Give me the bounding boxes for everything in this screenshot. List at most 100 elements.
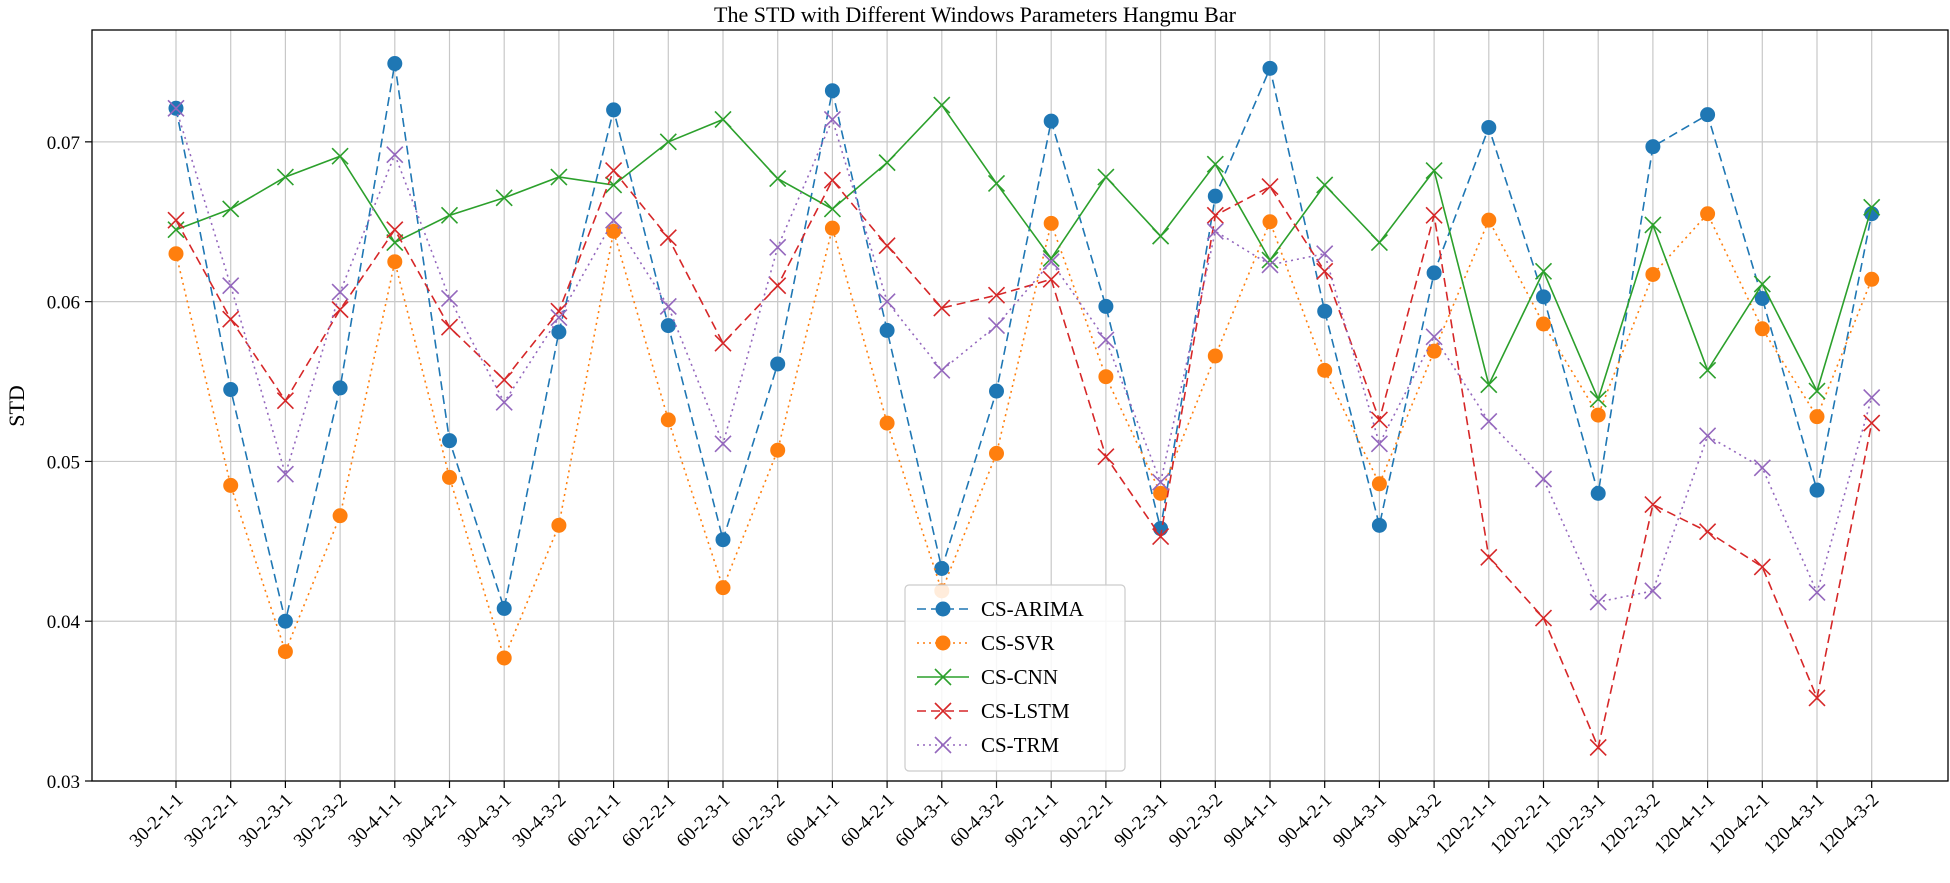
point-cs-arima: [934, 560, 950, 576]
point-cs-cnn: [1370, 233, 1388, 252]
point-cs-svr: [1262, 214, 1278, 230]
point-cs-trm-stroke: [605, 211, 623, 229]
point-cs-trm-stroke: [1370, 435, 1388, 453]
point-cs-svr: [442, 469, 457, 485]
point-cs-arima: [1426, 265, 1442, 281]
point-cs-lstm-stroke: [1644, 496, 1662, 514]
point-cs-lstm-stroke: [1316, 262, 1334, 280]
x-tick-label: 90-4-1-1: [1220, 790, 1282, 852]
point-cs-trm: [386, 146, 404, 164]
point-cs-arima: [1098, 298, 1114, 314]
point-cs-arima: [715, 532, 731, 548]
point-cs-lstm: [1316, 262, 1334, 280]
point-cs-arima: [442, 433, 457, 449]
x-tick-label: 60-4-3-2: [946, 790, 1008, 852]
x-tick-label: 90-2-2-1: [1056, 790, 1118, 852]
x-tick-label: 30-2-3-1: [235, 790, 297, 852]
point-cs-cnn-stroke: [1206, 155, 1224, 173]
x-tick-label: 30-4-3-2: [509, 790, 571, 852]
point-cs-svr: [1864, 271, 1880, 287]
x-tick-label: 60-4-3-1: [891, 790, 953, 852]
point-cs-lstm-stroke: [1097, 448, 1115, 466]
x-tick-label: 30-4-1-1: [344, 790, 406, 852]
point-cs-cnn: [331, 147, 349, 165]
point-cs-trm: [276, 465, 294, 483]
point-cs-cnn-stroke: [1699, 361, 1717, 379]
point-cs-arima: [1536, 289, 1551, 305]
point-cs-trm-stroke: [222, 277, 240, 295]
x-tick-label: 30-2-2-1: [180, 790, 242, 852]
point-cs-cnn-stroke: [1042, 249, 1060, 268]
point-cs-lstm: [659, 229, 677, 247]
point-cs-cnn: [659, 133, 677, 151]
x-tick-label: 90-2-3-2: [1165, 790, 1227, 852]
point-cs-arima: [1262, 60, 1278, 76]
point-cs-trm: [1480, 412, 1498, 431]
point-cs-cnn-stroke: [1808, 382, 1826, 400]
point-cs-trm: [878, 293, 896, 311]
y-tick-label: 0.06: [47, 293, 80, 314]
point-cs-trm: [769, 238, 787, 256]
point-cs-trm: [1152, 473, 1170, 491]
point-cs-lstm: [1644, 496, 1662, 514]
point-cs-trm: [823, 110, 841, 129]
point-cs-cnn-stroke: [1589, 390, 1607, 408]
point-cs-svr: [332, 508, 348, 524]
point-cs-lstm-stroke: [1370, 411, 1388, 429]
point-cs-lstm: [1152, 527, 1170, 546]
point-cs-trm-stroke: [933, 361, 951, 379]
point-cs-lstm: [987, 286, 1006, 304]
point-cs-cnn: [1644, 216, 1662, 234]
point-cs-cnn: [1152, 227, 1170, 245]
point-cs-svr: [496, 650, 512, 666]
series-line-cs-arima: [175, 63, 1873, 622]
point-cs-lstm: [878, 237, 896, 255]
point-cs-svr: [1536, 316, 1551, 332]
point-cs-trm-stroke: [1206, 222, 1224, 240]
point-cs-svr: [551, 517, 567, 533]
point-cs-lstm-stroke: [823, 171, 841, 189]
y-tick-label: 0.03: [47, 772, 80, 793]
x-tick-label: 30-2-1-1: [126, 790, 188, 852]
point-cs-trm-stroke: [167, 99, 185, 117]
point-cs-lstm: [769, 277, 787, 295]
point-cs-lstm-stroke: [222, 310, 240, 328]
point-cs-cnn: [714, 110, 732, 129]
point-cs-lstm: [1425, 206, 1443, 224]
point-cs-trm: [1863, 388, 1881, 407]
point-cs-cnn: [1206, 155, 1224, 173]
point-cs-lstm: [167, 211, 185, 229]
point-cs-svr: [879, 415, 895, 431]
point-cs-trm-stroke: [1042, 253, 1060, 271]
y-axis-label: STD: [4, 385, 29, 427]
y-tick-label: 0.07: [47, 133, 80, 154]
legend-marker-cs-trm: [934, 736, 952, 754]
point-cs-svr: [1754, 321, 1770, 337]
point-cs-trm-stroke: [550, 309, 568, 327]
point-cs-trm: [1370, 435, 1388, 453]
legend: CS-ARIMA CS-SVR CS-CNN CS-LSTM CS-TRM: [904, 584, 1126, 772]
x-tick-label: 90-4-2-1: [1274, 790, 1336, 852]
point-cs-arima: [989, 383, 1004, 399]
point-cs-lstm: [605, 162, 623, 180]
point-cs-trm-stroke: [1808, 583, 1826, 602]
point-cs-arima: [824, 83, 840, 99]
point-cs-trm-stroke: [1480, 412, 1498, 431]
point-cs-cnn-stroke: [1097, 168, 1115, 186]
point-cs-cnn-stroke: [331, 147, 349, 165]
point-cs-svr: [1426, 343, 1442, 359]
point-cs-trm-stroke: [1425, 328, 1443, 346]
point-cs-lstm: [1808, 689, 1826, 707]
point-cs-lstm: [823, 171, 841, 189]
point-cs-cnn-stroke: [1152, 227, 1170, 245]
point-cs-arima: [496, 600, 512, 616]
series-line-cs-cnn: [175, 103, 1873, 402]
legend-marker-cs-lstm-stroke: [934, 702, 952, 720]
point-cs-trm: [495, 393, 513, 411]
point-cs-trm: [167, 99, 185, 117]
point-cs-svr: [223, 477, 239, 493]
point-cs-trm: [1261, 256, 1279, 274]
point-cs-cnn-stroke: [1425, 162, 1443, 180]
point-cs-cnn: [1480, 376, 1498, 394]
point-cs-lstm: [495, 371, 513, 389]
